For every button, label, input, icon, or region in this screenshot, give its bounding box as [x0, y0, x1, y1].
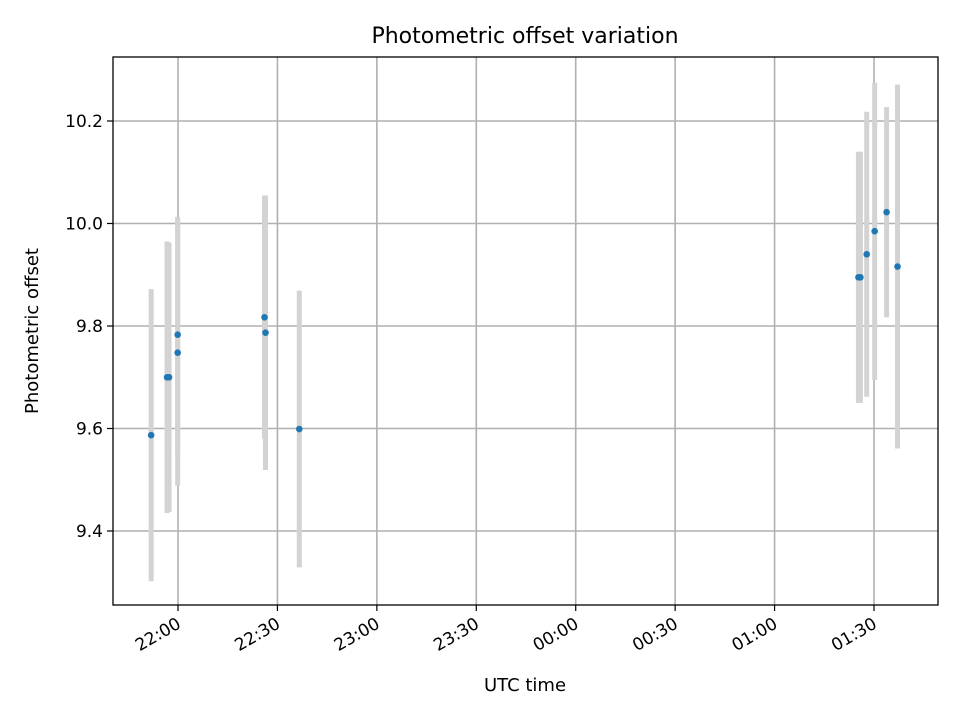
x-tick-label-7: 01:30 — [828, 614, 880, 656]
axis-ticks: 22:00 22:30 23:00 23:30 00:00 00:30 01:00 01:30… — [65, 112, 880, 656]
data-point-9 — [857, 274, 864, 281]
data-point-10 — [863, 250, 871, 258]
y-tick-label-2: 9.8 — [76, 317, 103, 337]
x-tick-label-5: 00:30 — [629, 614, 681, 656]
x-tick-label-4: 00:00 — [530, 614, 582, 656]
y-tick-label-1: 9.6 — [76, 420, 103, 440]
x-axis-label: UTC time — [484, 675, 566, 696]
data-point-0 — [147, 431, 155, 439]
data-point-13 — [894, 263, 901, 270]
y-axis-label: Photometric offset — [22, 248, 43, 414]
data-point-6 — [262, 329, 269, 336]
x-tick-label-3: 23:30 — [430, 614, 482, 656]
data-point-7 — [296, 425, 303, 433]
y-tick-label-3: 10.0 — [65, 215, 103, 235]
grid — [113, 57, 938, 605]
data-point-11 — [871, 227, 878, 235]
x-tick-label-6: 01:00 — [729, 614, 781, 656]
y-tick-label-0: 9.4 — [76, 522, 103, 542]
data-point-2 — [165, 373, 173, 381]
plot-frame — [112, 56, 939, 606]
x-tick-label-1: 22:30 — [231, 614, 283, 656]
data-points — [147, 208, 901, 439]
x-tick-label-0: 22:00 — [132, 614, 184, 656]
y-tick-label-4: 10.2 — [65, 112, 103, 132]
data-point-5 — [261, 313, 268, 321]
x-tick-label-2: 23:00 — [331, 614, 383, 656]
chart-title: Photometric offset variation — [371, 24, 678, 49]
data-point-3 — [174, 331, 181, 339]
data-point-12 — [883, 208, 890, 216]
data-point-4 — [174, 349, 181, 356]
